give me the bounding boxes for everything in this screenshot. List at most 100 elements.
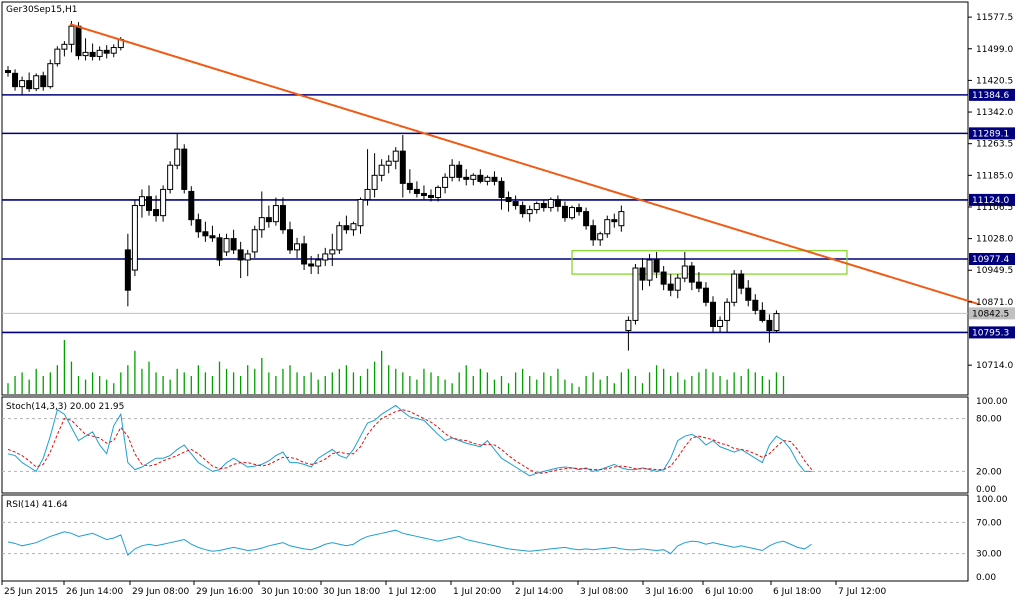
candle-body xyxy=(498,180,505,198)
candle xyxy=(681,251,688,283)
candle-body xyxy=(505,196,512,203)
candle-body xyxy=(385,160,392,166)
candle-body xyxy=(54,48,61,65)
candle-body xyxy=(681,265,688,279)
candle-body xyxy=(759,309,766,321)
candle xyxy=(294,237,301,258)
candle xyxy=(695,272,702,293)
stoch-label: Stoch(14,3,3) 20.00 21.95 xyxy=(6,402,124,412)
candle-body xyxy=(230,238,237,251)
candle xyxy=(223,233,230,256)
candle xyxy=(12,69,19,91)
candle-body xyxy=(12,72,19,88)
candle xyxy=(308,255,315,275)
candle-body xyxy=(124,249,131,291)
candle-body xyxy=(202,231,209,237)
candle xyxy=(47,59,54,89)
candle xyxy=(195,213,202,238)
candle xyxy=(82,38,89,61)
candle xyxy=(554,195,561,212)
candle-body xyxy=(19,80,26,88)
candle-body xyxy=(315,259,322,267)
candle-body xyxy=(378,164,385,176)
candle xyxy=(237,241,244,279)
candle xyxy=(272,197,279,226)
candle-body xyxy=(653,259,660,273)
candle-body xyxy=(519,205,526,215)
time-tick-label: 1 Jul 12:00 xyxy=(388,587,437,597)
price-tick-label: 10714.0 xyxy=(976,361,1013,371)
candle-body xyxy=(272,205,279,223)
candle xyxy=(329,233,336,267)
candle-body xyxy=(766,319,773,332)
candle xyxy=(463,169,470,186)
candle xyxy=(103,45,110,59)
candle xyxy=(773,310,780,333)
candle xyxy=(124,233,131,307)
level-label: 11384.6 xyxy=(972,91,1009,101)
candle xyxy=(569,205,575,220)
candle-body xyxy=(343,225,350,231)
candle-body xyxy=(251,229,258,253)
level-label-box xyxy=(969,253,1015,266)
rsi-tick-label: 30.00 xyxy=(976,550,1002,560)
current-price-label: 10842.5 xyxy=(972,309,1009,319)
candle-body xyxy=(702,287,709,303)
candle xyxy=(357,197,364,234)
level-label: 10977.4 xyxy=(972,255,1009,265)
candle xyxy=(505,191,512,212)
candle xyxy=(5,66,11,77)
candle xyxy=(498,177,505,210)
candle xyxy=(611,213,618,228)
candle-body xyxy=(449,164,456,178)
candle-body xyxy=(33,75,40,90)
candle-body xyxy=(279,205,286,231)
time-tick-label: 3 Jul 08:00 xyxy=(580,587,629,597)
price-tick-label: 11185.0 xyxy=(976,171,1013,181)
price-tick-label: 11342.0 xyxy=(976,108,1013,118)
level-label-box xyxy=(969,127,1015,140)
candle xyxy=(209,225,216,242)
candle xyxy=(202,221,209,242)
candle-body xyxy=(75,25,82,57)
candle xyxy=(96,46,103,61)
candle xyxy=(470,173,477,186)
time-tick-label: 7 Jul 12:00 xyxy=(838,587,887,597)
rsi-label: RSI(14) 41.64 xyxy=(6,500,68,510)
level-label: 11124.0 xyxy=(972,196,1009,206)
candle xyxy=(19,76,26,95)
candle-body xyxy=(89,51,96,57)
candle xyxy=(378,159,385,182)
candle-body xyxy=(470,174,477,180)
candle-body xyxy=(26,80,33,90)
candle xyxy=(639,257,646,291)
candle-body xyxy=(639,267,646,281)
candle-body xyxy=(322,253,329,261)
candle-body xyxy=(371,174,378,190)
rsi-tick-label: 0.00 xyxy=(976,573,996,583)
candle xyxy=(484,175,491,186)
candle-body xyxy=(420,192,427,196)
candle xyxy=(420,185,427,200)
candle-body xyxy=(604,219,611,235)
rsi-line xyxy=(7,529,812,557)
candle xyxy=(583,207,590,230)
candle-body xyxy=(583,211,590,227)
candle xyxy=(343,215,350,234)
candle-body xyxy=(40,75,47,88)
candle xyxy=(731,270,738,307)
candle xyxy=(738,270,745,295)
candle xyxy=(449,159,456,182)
stoch-d-line xyxy=(7,409,813,474)
candle-body xyxy=(597,233,604,241)
candle-body xyxy=(745,287,752,301)
candle-body xyxy=(153,209,160,217)
candle xyxy=(138,189,145,218)
candle-body xyxy=(442,176,449,188)
candle xyxy=(40,71,47,91)
candle xyxy=(604,215,611,238)
candle xyxy=(512,195,519,210)
candle-body xyxy=(688,265,695,283)
candle xyxy=(625,316,632,351)
time-tick-label: 30 Jun 10:00 xyxy=(261,587,318,597)
